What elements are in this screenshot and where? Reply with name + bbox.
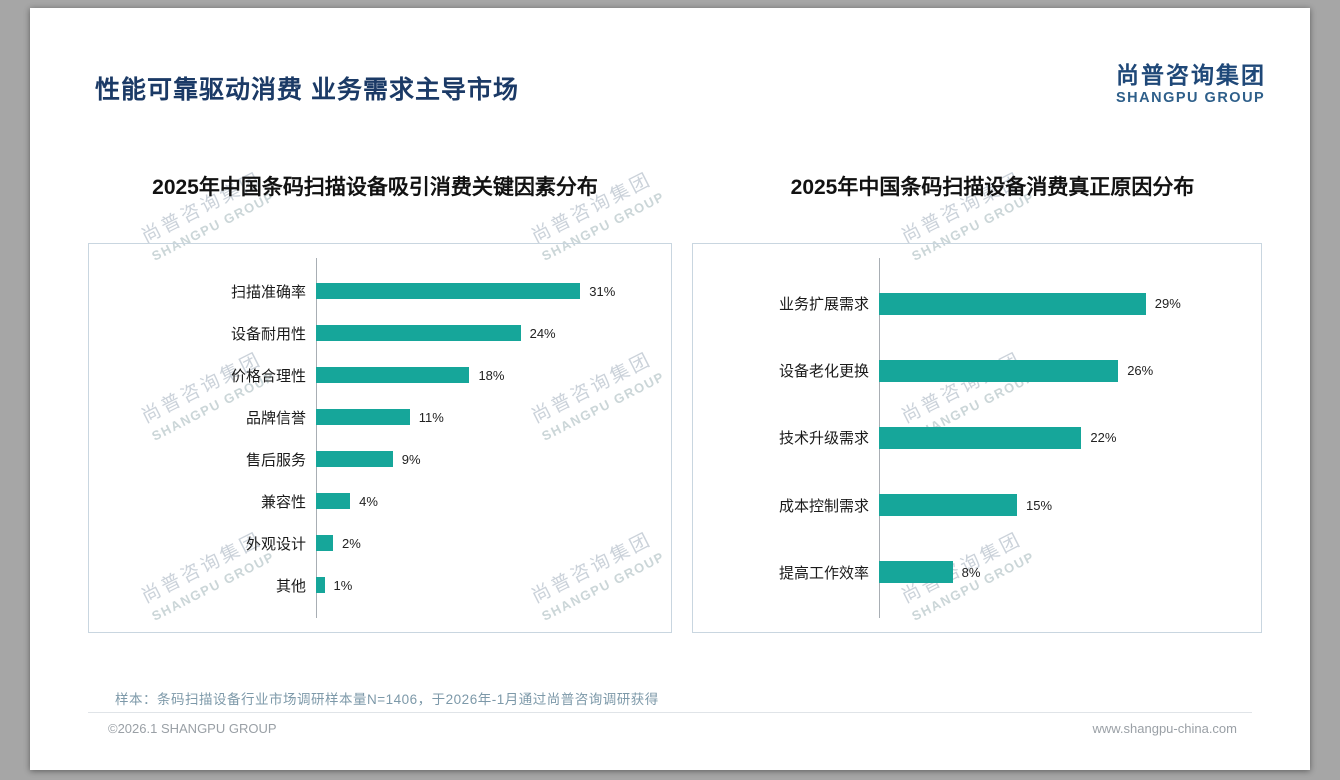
bar <box>879 561 953 584</box>
logo-text-cn: 尚普咨询集团 <box>1116 62 1266 88</box>
category-label: 兼容性 <box>260 493 306 511</box>
bar-track: 18% <box>316 367 657 383</box>
axis-line <box>316 258 317 618</box>
logo-text-en: SHANGPU GROUP <box>1116 90 1266 106</box>
bar <box>879 494 1017 517</box>
bar-track: 4% <box>316 493 657 509</box>
company-logo: 尚普咨询集团 SHANGPU GROUP <box>1116 56 1266 106</box>
category-label: 其他 <box>275 577 306 595</box>
bar-row: 兼容性 4% <box>89 491 657 512</box>
bar-row: 其他 1% <box>89 575 657 596</box>
bar-row: 设备耐用性 24% <box>89 323 657 344</box>
chart-left: 扫描准确率 31% 设备耐用性 24% 价格合理性 18% 品牌信誉 11% 售后服务 9% 兼容性… <box>88 243 672 633</box>
sample-note: 样本：条码扫描设备行业市场调研样本量N=1406，于2026年-1月通过尚普咨询… <box>115 692 659 707</box>
bar <box>316 577 325 593</box>
bar <box>879 359 1119 382</box>
bar <box>316 409 410 425</box>
chart-title-right: 2025年中国条码扫描设备消费真正原因分布 <box>790 176 1195 199</box>
value-label: 26% <box>1127 363 1154 379</box>
value-label: 18% <box>478 367 505 383</box>
value-label: 11% <box>418 409 444 425</box>
bar <box>879 292 1146 315</box>
bar-row: 品牌信誉 11% <box>89 407 657 428</box>
bar <box>879 426 1082 449</box>
value-label: 22% <box>1090 430 1117 446</box>
bar-track: 31% <box>316 283 657 299</box>
value-label: 15% <box>1026 497 1053 513</box>
category-label: 扫描准确率 <box>230 283 306 301</box>
bar-row: 提高工作效率 8% <box>693 561 1247 584</box>
bar-track: 22% <box>879 426 1247 449</box>
bar-row: 技术升级需求 22% <box>693 426 1247 449</box>
bar-track: 26% <box>879 359 1247 382</box>
bar-row: 售后服务 9% <box>89 449 657 470</box>
value-label: 31% <box>589 283 616 299</box>
bar-track: 29% <box>879 292 1247 315</box>
bar <box>316 325 521 341</box>
category-label: 设备老化更换 <box>778 363 869 381</box>
category-label: 设备耐用性 <box>230 325 306 343</box>
bar <box>316 367 470 383</box>
value-label: 9% <box>401 451 421 467</box>
bar-track: 8% <box>879 561 1247 584</box>
website-text: www.shangpu-china.com <box>1092 721 1237 736</box>
category-label: 外观设计 <box>245 535 306 553</box>
bar <box>316 493 351 509</box>
bar <box>316 451 393 467</box>
category-label: 提高工作效率 <box>778 564 869 582</box>
value-label: 2% <box>342 535 361 551</box>
value-label: 1% <box>333 577 353 593</box>
chart-rows: 扫描准确率 31% 设备耐用性 24% 价格合理性 18% 品牌信誉 11% 售后服务 9% 兼容性… <box>89 244 671 632</box>
bar-row: 业务扩展需求 29% <box>693 292 1247 315</box>
bar-track: 1% <box>316 577 657 593</box>
bar-row: 设备老化更换 26% <box>693 359 1247 382</box>
chart-rows: 业务扩展需求 29% 设备老化更换 26% 技术升级需求 22% 成本控制需求 15% 提高工作… <box>693 244 1261 632</box>
category-label: 价格合理性 <box>230 367 306 385</box>
bar <box>316 535 334 551</box>
footer-bar: ©2026.1 SHANGPU GROUP www.shangpu-china.… <box>88 712 1252 736</box>
bar-row: 成本控制需求 15% <box>693 494 1247 517</box>
category-label: 技术升级需求 <box>778 430 869 448</box>
category-label: 售后服务 <box>245 451 306 469</box>
slide: 尚普咨询集团 SHANGPU GROUP 尚普咨询集团 SHANGPU GROUP 尚普… <box>30 8 1310 770</box>
bar-row: 扫描准确率 31% <box>89 281 657 302</box>
category-label: 品牌信誉 <box>245 409 306 427</box>
bar-track: 11% <box>316 409 657 425</box>
bar-track: 9% <box>316 451 657 467</box>
bar-row: 外观设计 2% <box>89 533 657 554</box>
copyright-text: ©2026.1 SHANGPU GROUP <box>108 721 277 736</box>
value-label: 24% <box>529 325 556 341</box>
bar-track: 15% <box>879 494 1247 517</box>
page-title: 性能可靠驱动消费 业务需求主导市场 <box>95 76 519 104</box>
value-label: 4% <box>359 493 378 509</box>
chart-right: 业务扩展需求 29% 设备老化更换 26% 技术升级需求 22% 成本控制需求 15% 提高工作… <box>692 243 1262 633</box>
bar-track: 24% <box>316 325 657 341</box>
bar-track: 2% <box>316 535 657 551</box>
bar-row: 价格合理性 18% <box>89 365 657 386</box>
bar <box>316 283 581 299</box>
value-label: 29% <box>1154 296 1181 312</box>
category-label: 成本控制需求 <box>778 497 869 515</box>
value-label: 8% <box>961 564 981 580</box>
chart-title-left: 2025年中国条码扫描设备吸引消费关键因素分布 <box>152 176 598 199</box>
category-label: 业务扩展需求 <box>778 296 869 314</box>
